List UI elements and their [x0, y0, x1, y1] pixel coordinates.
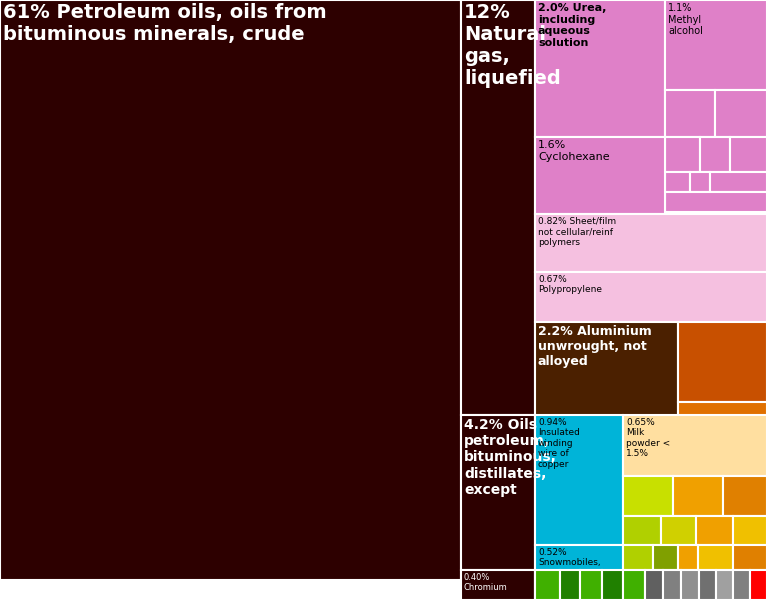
Text: 0.40%
Chromium: 0.40% Chromium	[464, 573, 508, 592]
Bar	[665, 192, 767, 212]
Bar	[723, 476, 767, 516]
Bar	[461, 570, 535, 600]
Bar	[678, 322, 767, 402]
Bar	[678, 402, 767, 438]
Bar	[535, 545, 623, 600]
Bar	[681, 570, 699, 600]
Bar	[535, 272, 767, 322]
Bar	[623, 516, 661, 545]
Bar	[698, 545, 733, 570]
Bar	[0, 0, 461, 580]
Bar	[602, 570, 623, 600]
Bar	[710, 172, 767, 192]
Bar	[623, 545, 653, 570]
Bar	[645, 570, 663, 600]
Bar	[715, 90, 767, 137]
Bar	[716, 570, 733, 600]
Bar	[663, 570, 681, 600]
Text: 2.0% Urea,
including
aqueous
solution: 2.0% Urea, including aqueous solution	[538, 3, 607, 48]
Bar	[750, 570, 767, 600]
Bar	[461, 0, 535, 415]
Bar	[535, 214, 767, 272]
Bar	[535, 322, 678, 438]
Text: 0.52%
Snowmobiles,: 0.52% Snowmobiles,	[538, 548, 601, 568]
Text: 1.6%
Cyclohexane: 1.6% Cyclohexane	[538, 140, 610, 161]
Bar	[560, 570, 580, 600]
Bar	[623, 570, 645, 600]
Bar	[580, 570, 602, 600]
Text: 2.2% Aluminium
unwrought, not
alloyed: 2.2% Aluminium unwrought, not alloyed	[538, 325, 652, 368]
Text: 1.1%
Methyl
alcohol: 1.1% Methyl alcohol	[668, 3, 703, 36]
Bar	[678, 545, 698, 570]
Bar	[696, 516, 733, 545]
Bar	[733, 516, 767, 545]
Bar	[535, 0, 665, 137]
Bar	[535, 415, 623, 545]
Bar	[699, 570, 716, 600]
Bar	[535, 137, 665, 214]
Bar	[665, 90, 715, 137]
Text: 0.67%
Polypropylene: 0.67% Polypropylene	[538, 275, 602, 295]
Text: 0.82% Sheet/film
not cellular/reinf
polymers: 0.82% Sheet/film not cellular/reinf poly…	[538, 217, 616, 247]
Bar	[623, 476, 673, 516]
Bar	[690, 172, 710, 192]
Text: 61% Petroleum oils, oils from
bituminous minerals, crude: 61% Petroleum oils, oils from bituminous…	[3, 3, 327, 44]
Bar	[653, 545, 678, 570]
Bar	[733, 545, 767, 570]
Text: 0.65%
Milk
powder <
1.5%: 0.65% Milk powder < 1.5%	[626, 418, 670, 458]
Bar	[535, 438, 595, 476]
Bar	[535, 570, 560, 600]
Bar	[700, 137, 730, 172]
Bar	[733, 570, 750, 600]
Bar	[640, 438, 683, 476]
Bar	[683, 438, 767, 476]
Bar	[661, 516, 696, 545]
Bar	[623, 415, 767, 476]
Bar	[461, 415, 535, 570]
Text: 0.94%
Insulated
winding
wire of
copper: 0.94% Insulated winding wire of copper	[538, 418, 580, 469]
Bar	[595, 438, 640, 476]
Bar	[730, 137, 767, 172]
Bar	[665, 137, 700, 172]
Bar	[665, 172, 690, 192]
Text: 4.2% Oils
petroleum,
bituminous,
distillates,
except: 4.2% Oils petroleum, bituminous, distill…	[464, 418, 557, 497]
Text: 12%
Natural
gas,
liquefied: 12% Natural gas, liquefied	[464, 3, 561, 88]
Bar	[665, 0, 767, 90]
Bar	[673, 476, 723, 516]
